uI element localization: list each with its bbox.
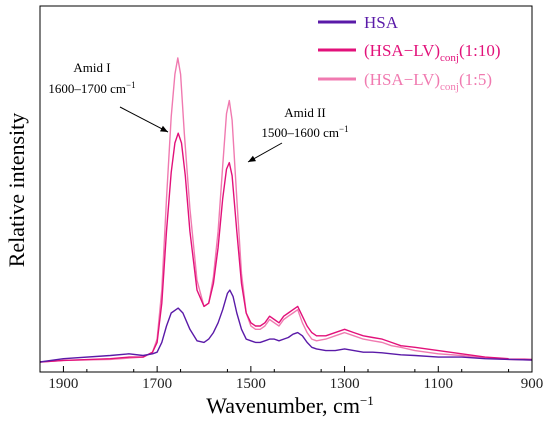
plot-frame: [39, 5, 533, 373]
series-layer: [39, 57, 533, 363]
annotation-title: Amid I: [73, 60, 110, 75]
x-tick-label: 1300: [330, 376, 360, 392]
x-tick-label: 1700: [142, 376, 172, 392]
x-tick-label: 1500: [236, 376, 266, 392]
annotations: Amid I 1600–1700 cm−1 Amid II 1500–1600 cm−…: [48, 60, 349, 163]
x-tick-label: 1900: [48, 376, 78, 392]
annotation-arrowhead: [160, 125, 168, 132]
series-line-1: [39, 132, 533, 363]
legend-label: (HSA−LV)conj(1:5): [364, 70, 492, 93]
annotation-range: 1500–1600 cm−1: [261, 124, 348, 140]
legend: HSA (HSA−LV)conj(1:10) (HSA−LV)conj(1:5): [318, 13, 501, 93]
x-axis-ticks: 1900 1700 1500 1300 1100 900: [48, 366, 543, 392]
x-tick-label: 900: [521, 376, 544, 392]
legend-label: (HSA−LV)conj(1:10): [364, 41, 501, 64]
annotation-range: 1600–1700 cm−1: [48, 80, 135, 96]
legend-label: HSA: [364, 13, 399, 32]
y-axis-title: Relative intensity: [4, 113, 29, 268]
series-line-0: [39, 289, 533, 363]
x-axis-title-sup: −1: [360, 393, 374, 408]
x-tick-label: 1100: [424, 376, 453, 392]
annotation-arrowhead: [248, 155, 256, 162]
series-line-2: [39, 57, 533, 363]
annotation-title: Amid II: [284, 105, 326, 120]
annotation-arrow: [119, 106, 169, 133]
x-axis-title: Wavenumber, cm−1: [206, 393, 374, 418]
